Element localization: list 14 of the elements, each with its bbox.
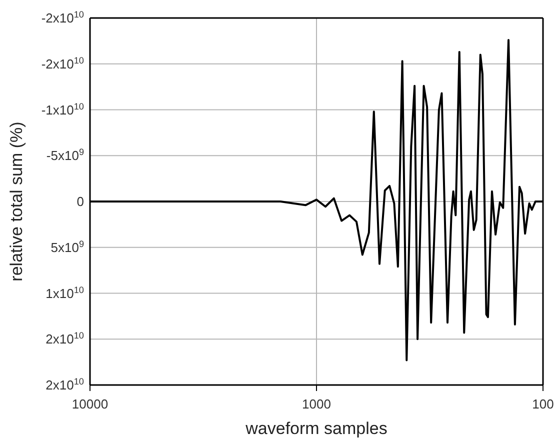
y-tick-label: 2x10$^{10}$ [46, 376, 84, 393]
y-tick-label: 1x10$^{10}$ [46, 284, 84, 301]
x-tick-label: 1000 [302, 396, 331, 412]
y-tick-label: 5x10$^{9}$ [50, 238, 84, 255]
y-tick-label: -5x10$^{9}$ [46, 147, 84, 164]
x-tick-label: 100 [532, 396, 554, 412]
y-tick-label: 0 [76, 194, 84, 210]
y-tick-label: -1x10$^{10}$ [41, 101, 84, 118]
x-axis-title: waveform samples [244, 419, 388, 438]
y-tick-label: -2x10$^{10}$ [41, 55, 84, 72]
x-tick-label: 10000 [72, 396, 108, 412]
y-tick-label: 2x10$^{10}$ [46, 330, 84, 347]
y-tick-label: -2x10$^{10}$ [41, 10, 84, 26]
y-axis-title: relative total sum (%) [7, 122, 26, 282]
